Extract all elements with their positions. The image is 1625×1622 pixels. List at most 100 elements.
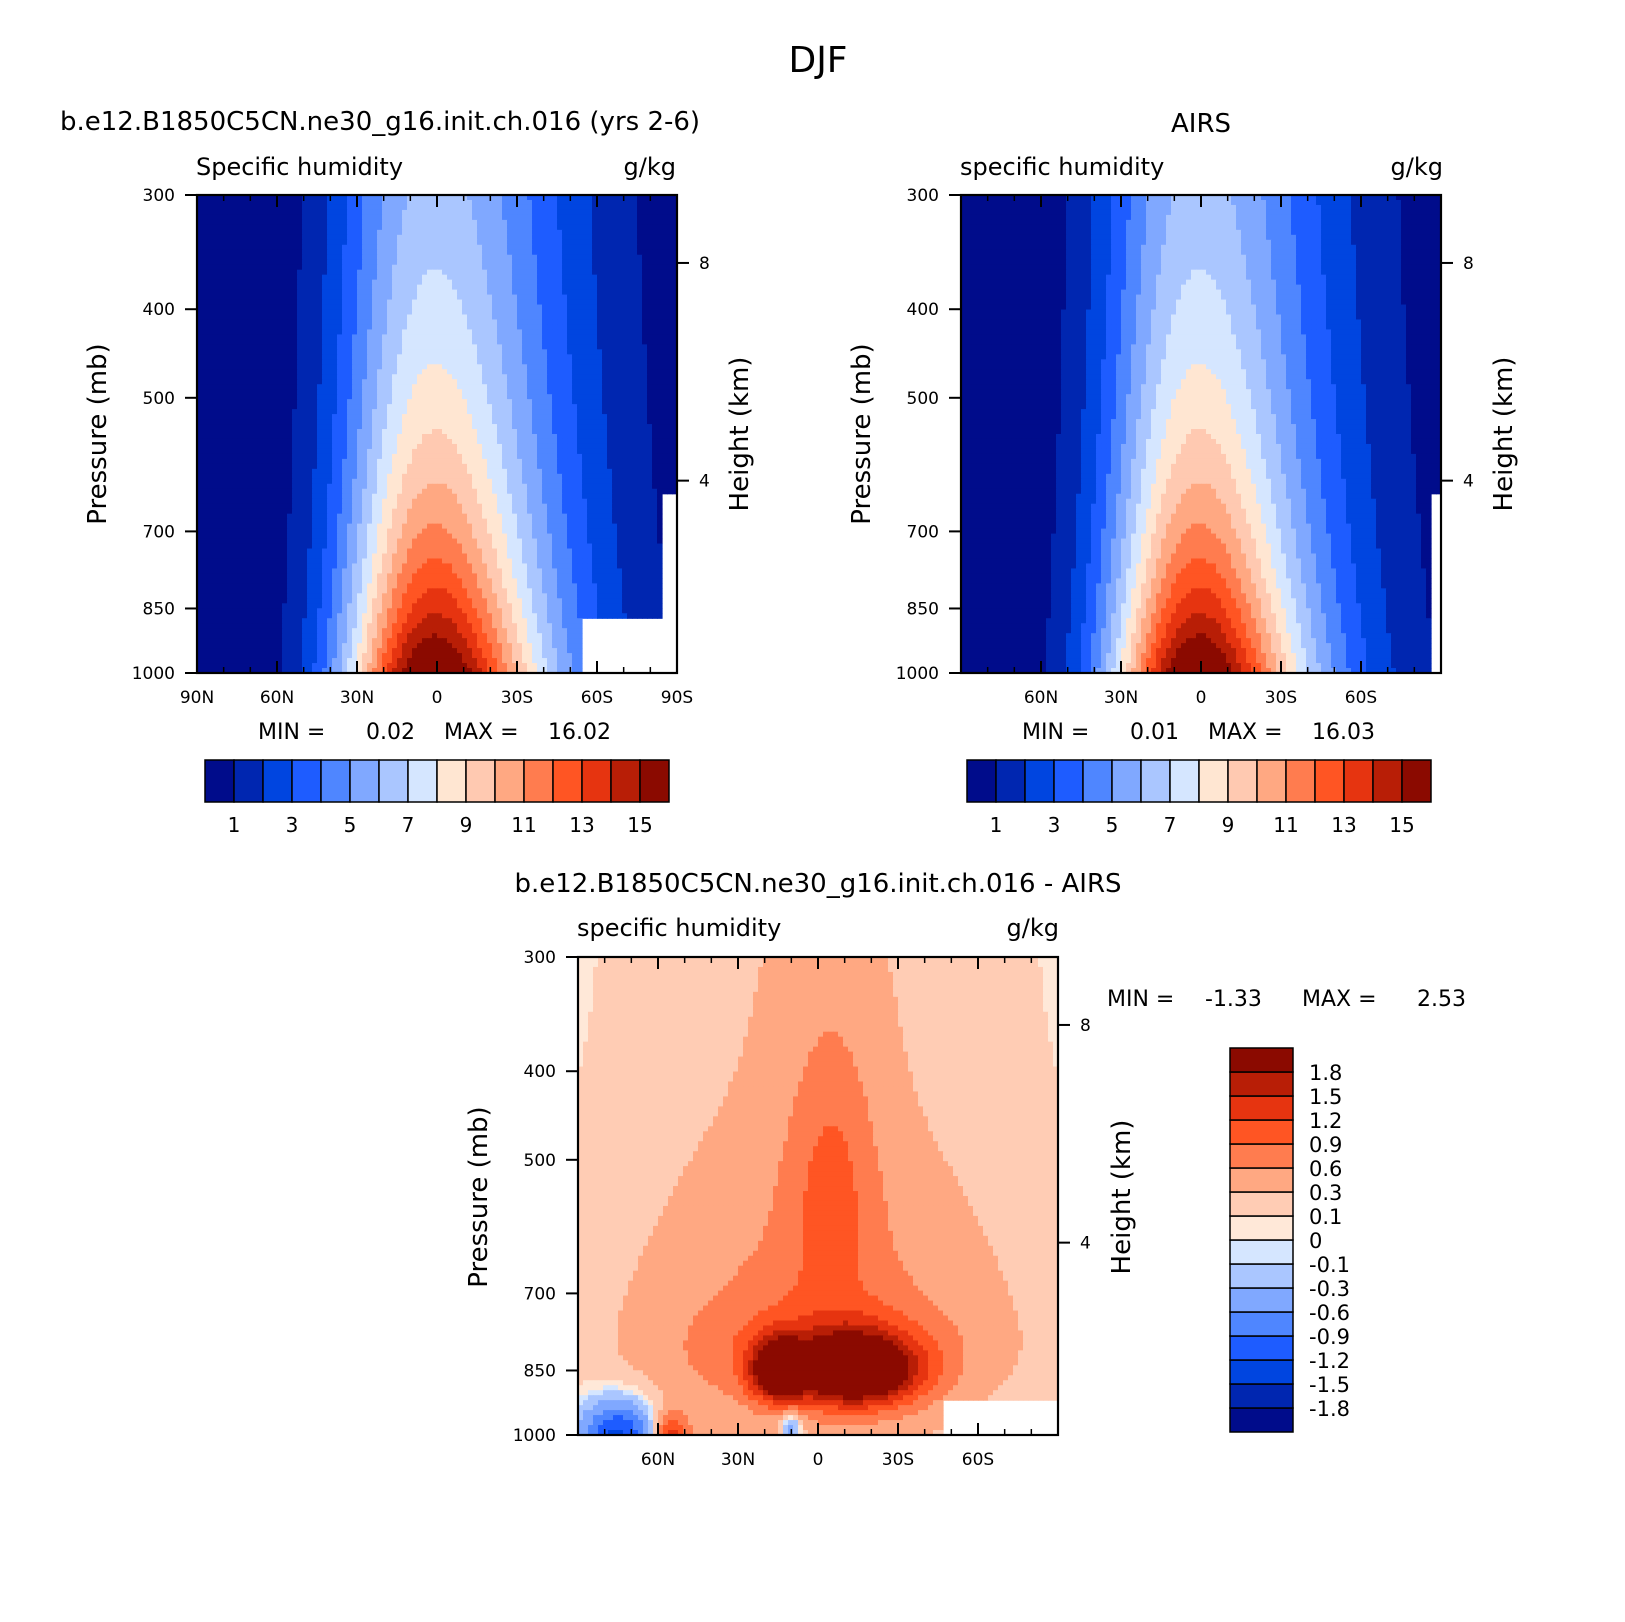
colorbar-label: 7 [402,813,415,837]
colorbar-label: -0.6 [1309,1301,1350,1325]
y2-tick-label: 8 [1463,254,1474,274]
colorbar-label: 1 [990,813,1003,837]
colorbar-label: 9 [460,813,473,837]
colorbar-box [379,760,408,802]
colorbar-box [1170,760,1199,802]
x-tick-label: 30S [501,688,533,708]
panel-diff-min-label: MIN = [1107,987,1174,1012]
colorbar-label: 5 [344,813,357,837]
colorbar-box [1230,1264,1293,1288]
y-tick-label: 300 [907,186,939,206]
panel-model-contour-field [197,195,678,674]
x-tick-label: 90S [661,688,693,708]
colorbar-box [1230,1048,1293,1072]
colorbar-box [1199,760,1228,802]
colorbar-box [1315,760,1344,802]
panel-diff: b.e12.B1850C5CN.ne30_g16.init.ch.016 - A… [464,869,1466,1470]
colorbar-label: -1.5 [1309,1373,1350,1397]
colorbar-box [1112,760,1141,802]
colorbar-box [1230,1144,1293,1168]
panel-airs-y2label: Height (km) [1489,357,1519,512]
y2-tick-label: 4 [1080,1234,1091,1254]
panel-airs-contour-field [961,195,1442,674]
x-tick-label: 30N [340,688,374,708]
colorbar-label: 11 [1273,813,1298,837]
colorbar-box [524,760,553,802]
colorbar-box [1230,1192,1293,1216]
y-tick-label: 500 [143,389,175,409]
panel-diff-left-string: specific humidity [577,914,781,942]
x-tick-label: 30N [721,1450,755,1470]
x-tick-label: 60S [581,688,613,708]
colorbar-label: 15 [627,813,652,837]
colorbar-box [263,760,292,802]
colorbar-label: 7 [1164,813,1177,837]
colorbar-box [1230,1384,1293,1408]
colorbar-label: -0.3 [1309,1277,1350,1301]
colorbar-label: 0.3 [1309,1181,1342,1205]
y-tick-label: 850 [907,599,939,619]
panel-diff-ylabel: Pressure (mb) [464,1106,494,1287]
panel-model-title: b.e12.B1850C5CN.ne30_g16.init.ch.016 (yr… [60,107,700,137]
colorbar-box [1054,760,1083,802]
colorbar-label: 9 [1222,813,1235,837]
panel-model: b.e12.B1850C5CN.ne30_g16.init.ch.016 (yr… [60,107,755,837]
colorbar-box [1141,760,1170,802]
y-tick-label: 850 [143,599,175,619]
colorbar-box [1230,1288,1293,1312]
colorbar-label: 1 [228,813,241,837]
y-tick-label: 1000 [132,664,175,684]
panel-airs-min-value: 0.01 [1130,720,1179,745]
x-tick-label: 60N [260,688,294,708]
y2-tick-label: 4 [699,472,710,492]
colorbar-box [1230,1096,1293,1120]
x-tick-label: 60N [1024,688,1058,708]
y-tick-label: 400 [524,1062,556,1082]
colorbar-box [205,760,234,802]
colorbar-label: 3 [286,813,299,837]
x-tick-label: 30S [882,1450,914,1470]
y-tick-label: 700 [907,522,939,542]
figure-title: DJF [788,40,847,81]
colorbar-box [640,760,669,802]
colorbar-box [1230,1168,1293,1192]
y-tick-label: 300 [524,948,556,968]
y-tick-label: 500 [524,1151,556,1171]
colorbar-label: -1.2 [1309,1349,1350,1373]
colorbar-label: 0 [1309,1229,1322,1253]
colorbar-box [553,760,582,802]
colorbar-box [1286,760,1315,802]
colorbar-box [1402,760,1431,802]
colorbar-label: 0.1 [1309,1205,1342,1229]
y-tick-label: 1000 [896,664,939,684]
colorbar-label: 13 [569,813,594,837]
colorbar-box [1230,1312,1293,1336]
panel-diff-min-value: -1.33 [1205,987,1262,1012]
colorbar-box [996,760,1025,802]
colorbar-label: -0.1 [1309,1253,1350,1277]
colorbar-label: 13 [1331,813,1356,837]
panel-model-right-string: g/kg [624,153,676,181]
colorbar-label: -0.9 [1309,1325,1350,1349]
x-tick-label: 30S [1265,688,1297,708]
colorbar-label: 15 [1389,813,1414,837]
panel-airs-title: AIRS [1171,109,1231,139]
colorbar-box [582,760,611,802]
colorbar-label: 3 [1048,813,1061,837]
colorbar-box [234,760,263,802]
colorbar-box [1230,1072,1293,1096]
panel-airs-ylabel: Pressure (mb) [847,343,877,524]
colorbar-box [1230,1360,1293,1384]
panel-diff-max-label: MAX = [1302,987,1377,1012]
x-tick-label: 60S [1345,688,1377,708]
panel-diff-title: b.e12.B1850C5CN.ne30_g16.init.ch.016 - A… [514,869,1121,899]
y-tick-label: 400 [143,300,175,320]
colorbar-box [1230,1120,1293,1144]
x-tick-label: 0 [1196,688,1207,708]
y-tick-label: 500 [907,389,939,409]
panel-model-left-string: Specific humidity [196,153,403,181]
colorbar-box [1230,1408,1293,1432]
panel-diff-colorbar: 1.81.51.20.90.60.30.10-0.1-0.3-0.6-0.9-1… [1230,1048,1350,1432]
panel-airs-max-value: 16.03 [1312,720,1375,745]
x-tick-label: 90N [180,688,214,708]
